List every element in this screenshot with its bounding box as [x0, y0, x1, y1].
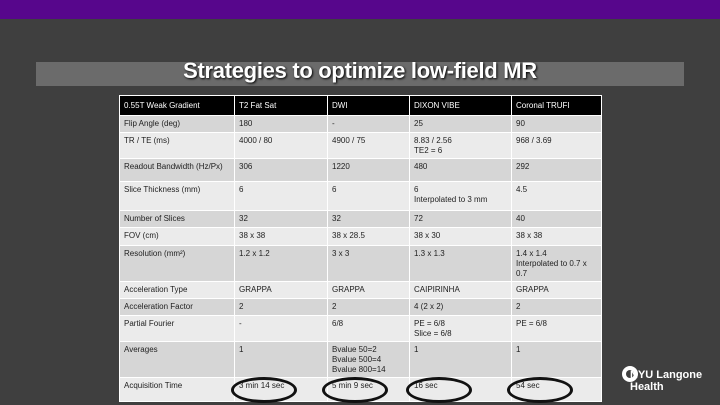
- table-cell: 2: [234, 298, 328, 316]
- table-cell: 38 x 30: [409, 227, 512, 246]
- table-cell: 6: [327, 181, 410, 211]
- table-cell: PE = 6/8 Slice = 6/8: [409, 315, 512, 342]
- table-cell: 32: [234, 210, 328, 228]
- table-cell: 32: [327, 210, 410, 228]
- table-cell: 6: [234, 181, 328, 211]
- slide-title: Strategies to optimize low-field MR: [183, 58, 537, 83]
- row-label: Acceleration Factor: [119, 298, 235, 316]
- parameters-table: 0.55T Weak Gradient T2 Fat Sat DWI DIXON…: [119, 95, 602, 402]
- table-row: Slice Thickness (mm) 6 6 6 Interpolated to 3…: [119, 181, 602, 211]
- table-cell: PE = 6/8: [511, 315, 602, 342]
- row-label: TR / TE (ms): [119, 132, 235, 159]
- table-cell: 1: [511, 341, 602, 378]
- table-row: Number of Slices 32 32 72 40: [119, 210, 602, 228]
- table-cell: GRAPPA: [234, 281, 328, 299]
- table-row: Partial Fourier -6/8 PE = 6/8 Slice = 6/8 PE…: [119, 315, 602, 342]
- row-label: Slice Thickness (mm): [119, 181, 235, 211]
- table-row: FOV (cm) 38 x 38 38 x 28.5 38 x 30 38 x 38: [119, 227, 602, 246]
- row-label: Partial Fourier: [119, 315, 235, 342]
- table-cell: -: [234, 315, 328, 342]
- table-cell: GRAPPA: [327, 281, 410, 299]
- table-cell: 292: [511, 158, 602, 182]
- table-cell: 40: [511, 210, 602, 228]
- header-field-strength: 0.55T Weak Gradient: [119, 95, 235, 116]
- table-body: Flip Angle (deg) 180-25 90 TR / TE (ms) 4000…: [119, 115, 602, 402]
- table-cell: Bvalue 50=2 Bvalue 500=4 Bvalue 800=14: [327, 341, 410, 378]
- table-cell: 1.2 x 1.2: [234, 245, 328, 282]
- header-dwi: DWI: [327, 95, 410, 116]
- title-band: [36, 62, 684, 86]
- header-coronal-trufi: Coronal TRUFI: [511, 95, 602, 116]
- table-cell: 4.5: [511, 181, 602, 211]
- table-cell: 4900 / 75: [327, 132, 410, 159]
- brand-top-bar: [0, 0, 720, 19]
- row-label: Resolution (mm²): [119, 245, 235, 282]
- row-label: Readout Bandwidth (Hz/Px): [119, 158, 235, 182]
- table-row: TR / TE (ms) 4000 / 80 4900 / 75 8.83 / 2.5…: [119, 132, 602, 159]
- row-label: Flip Angle (deg): [119, 115, 235, 133]
- row-label: FOV (cm): [119, 227, 235, 246]
- row-label: Number of Slices: [119, 210, 235, 228]
- table-cell: 3 x 3: [327, 245, 410, 282]
- table-header-row: 0.55T Weak Gradient T2 Fat Sat DWI DIXON…: [119, 95, 602, 116]
- table-row: Flip Angle (deg) 180-25 90: [119, 115, 602, 133]
- table-row: Averages 1 Bvalue 50=2 Bvalue 500=4 Bvalue 8…: [119, 341, 602, 378]
- table-cell: 90: [511, 115, 602, 133]
- logo-text-line2: Health: [630, 381, 664, 393]
- logo-text-line1: NYU Langone: [630, 369, 703, 381]
- row-label: Averages: [119, 341, 235, 378]
- table-cell: 6 Interpolated to 3 mm: [409, 181, 512, 211]
- highlight-oval-trufi: [507, 377, 573, 403]
- table-cell: GRAPPA: [511, 281, 602, 299]
- table-cell: 38 x 38: [234, 227, 328, 246]
- table-cell: 180: [234, 115, 328, 133]
- table-cell: 1: [409, 341, 512, 378]
- table-cell: 2: [511, 298, 602, 316]
- table-cell: 306: [234, 158, 328, 182]
- table-cell: 4000 / 80: [234, 132, 328, 159]
- header-dixon-vibe: DIXON VIBE: [409, 95, 512, 116]
- table-cell: 6/8: [327, 315, 410, 342]
- table-cell: 4 (2 x 2): [409, 298, 512, 316]
- table-cell: 968 / 3.69: [511, 132, 602, 159]
- logo-mark-icon: [622, 366, 638, 382]
- table-cell: 1: [234, 341, 328, 378]
- table-cell: -: [327, 115, 410, 133]
- highlight-oval-dwi: [322, 377, 388, 403]
- highlight-oval-t2: [231, 377, 297, 403]
- table-cell: 1220: [327, 158, 410, 182]
- table-cell: 38 x 28.5: [327, 227, 410, 246]
- table-cell: 1.3 x 1.3: [409, 245, 512, 282]
- table-row: Readout Bandwidth (Hz/Px) 306 1220 480 292: [119, 158, 602, 182]
- table-row: Acceleration Factor 2 2 4 (2 x 2) 2: [119, 298, 602, 316]
- table-cell: 38 x 38: [511, 227, 602, 246]
- table-cell: 72: [409, 210, 512, 228]
- row-label: Acquisition Time: [119, 377, 235, 402]
- highlight-oval-dixon: [406, 377, 472, 403]
- table-cell: 8.83 / 2.56 TE2 = 6: [409, 132, 512, 159]
- table-cell: 25: [409, 115, 512, 133]
- table-cell: 2: [327, 298, 410, 316]
- table-cell: CAIPIRINHA: [409, 281, 512, 299]
- table-cell: 480: [409, 158, 512, 182]
- table-row: Resolution (mm²) 1.2 x 1.2 3 x 3 1.3 x 1.3 1…: [119, 245, 602, 282]
- table-cell: 1.4 x 1.4 Interpolated to 0.7 x 0.7: [511, 245, 602, 282]
- table-row: Acceleration Type GRAPPA GRAPPA CAIPIRINHA G…: [119, 281, 602, 299]
- row-label: Acceleration Type: [119, 281, 235, 299]
- header-t2-fat-sat: T2 Fat Sat: [234, 95, 328, 116]
